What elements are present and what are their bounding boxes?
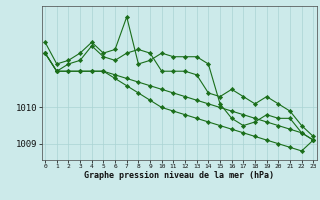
- X-axis label: Graphe pression niveau de la mer (hPa): Graphe pression niveau de la mer (hPa): [84, 171, 274, 180]
